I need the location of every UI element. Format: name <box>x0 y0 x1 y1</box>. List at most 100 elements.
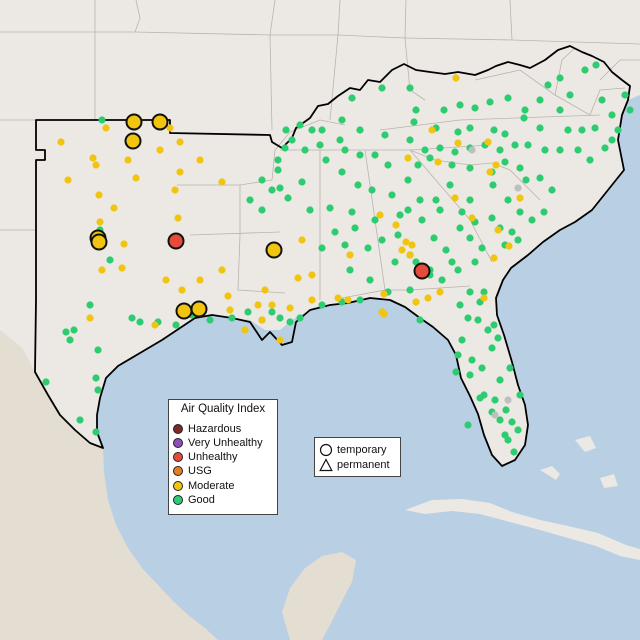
good-monitor-marker[interactable] <box>318 301 326 309</box>
moderate-monitor-marker[interactable] <box>492 161 500 169</box>
good-monitor-marker[interactable] <box>296 314 304 322</box>
good-monitor-marker[interactable] <box>92 428 100 436</box>
good-monitor-marker[interactable] <box>608 136 616 144</box>
good-monitor-marker[interactable] <box>436 206 444 214</box>
unhealthy-temporary-monitor-marker[interactable] <box>167 232 185 250</box>
good-monitor-marker[interactable] <box>172 321 180 329</box>
good-monitor-marker[interactable] <box>432 196 440 204</box>
good-monitor-marker[interactable] <box>621 91 629 99</box>
good-monitor-marker[interactable] <box>354 181 362 189</box>
good-monitor-marker[interactable] <box>484 326 492 334</box>
moderate-monitor-marker[interactable] <box>89 154 97 162</box>
moderate-monitor-marker[interactable] <box>308 271 316 279</box>
good-monitor-marker[interactable] <box>566 91 574 99</box>
unhealthy-temporary-monitor-marker[interactable] <box>413 262 431 280</box>
moderate-monitor-marker[interactable] <box>151 321 159 329</box>
moderate-monitor-marker[interactable] <box>96 218 104 226</box>
good-monitor-marker[interactable] <box>458 336 466 344</box>
moderate-monitor-marker[interactable] <box>505 242 513 250</box>
good-monitor-marker[interactable] <box>378 84 386 92</box>
moderate-monitor-marker[interactable] <box>490 254 498 262</box>
moderate-temporary-monitor-marker[interactable] <box>125 113 143 131</box>
good-monitor-marker[interactable] <box>356 151 364 159</box>
good-monitor-marker[interactable] <box>336 136 344 144</box>
good-monitor-marker[interactable] <box>574 146 582 154</box>
moderate-monitor-marker[interactable] <box>436 288 444 296</box>
good-monitor-marker[interactable] <box>556 146 564 154</box>
moderate-monitor-marker[interactable] <box>346 251 354 259</box>
moderate-monitor-marker[interactable] <box>241 326 249 334</box>
good-monitor-marker[interactable] <box>430 234 438 242</box>
moderate-monitor-marker[interactable] <box>268 301 276 309</box>
good-monitor-marker[interactable] <box>106 256 114 264</box>
good-monitor-marker[interactable] <box>412 106 420 114</box>
good-monitor-marker[interactable] <box>414 161 422 169</box>
good-monitor-marker[interactable] <box>318 126 326 134</box>
good-monitor-marker[interactable] <box>601 144 609 152</box>
good-monitor-marker[interactable] <box>494 334 502 342</box>
good-monitor-marker[interactable] <box>346 266 354 274</box>
moderate-monitor-marker[interactable] <box>402 238 410 246</box>
good-monitor-marker[interactable] <box>76 416 84 424</box>
good-monitor-marker[interactable] <box>474 316 482 324</box>
good-monitor-marker[interactable] <box>318 244 326 252</box>
good-monitor-marker[interactable] <box>466 124 474 132</box>
good-monitor-marker[interactable] <box>456 301 464 309</box>
inactive-monitor-marker[interactable] <box>468 146 476 154</box>
good-monitor-marker[interactable] <box>421 146 429 154</box>
moderate-monitor-marker[interactable] <box>118 264 126 272</box>
moderate-monitor-marker[interactable] <box>166 124 174 132</box>
good-monitor-marker[interactable] <box>626 106 634 114</box>
good-monitor-marker[interactable] <box>478 364 486 372</box>
moderate-temporary-monitor-marker[interactable] <box>90 233 108 251</box>
moderate-monitor-marker[interactable] <box>298 236 306 244</box>
good-monitor-marker[interactable] <box>296 121 304 129</box>
good-monitor-marker[interactable] <box>351 224 359 232</box>
inactive-monitor-marker[interactable] <box>491 411 499 419</box>
good-monitor-marker[interactable] <box>418 216 426 224</box>
good-monitor-marker[interactable] <box>501 431 509 439</box>
moderate-monitor-marker[interactable] <box>452 74 460 82</box>
good-monitor-marker[interactable] <box>501 158 509 166</box>
good-monitor-marker[interactable] <box>454 266 462 274</box>
good-monitor-marker[interactable] <box>364 244 372 252</box>
good-monitor-marker[interactable] <box>442 246 450 254</box>
good-monitor-marker[interactable] <box>42 378 50 386</box>
moderate-monitor-marker[interactable] <box>412 298 420 306</box>
good-monitor-marker[interactable] <box>514 236 522 244</box>
good-monitor-marker[interactable] <box>516 391 524 399</box>
moderate-monitor-marker[interactable] <box>451 194 459 202</box>
moderate-monitor-marker[interactable] <box>110 204 118 212</box>
good-monitor-marker[interactable] <box>608 111 616 119</box>
good-monitor-marker[interactable] <box>496 146 504 154</box>
good-monitor-marker[interactable] <box>281 144 289 152</box>
good-monitor-marker[interactable] <box>501 130 509 138</box>
good-monitor-marker[interactable] <box>456 224 464 232</box>
good-monitor-marker[interactable] <box>524 141 532 149</box>
good-monitor-marker[interactable] <box>598 96 606 104</box>
good-monitor-marker[interactable] <box>288 136 296 144</box>
good-monitor-marker[interactable] <box>496 376 504 384</box>
good-monitor-marker[interactable] <box>416 196 424 204</box>
moderate-monitor-marker[interactable] <box>276 336 284 344</box>
good-monitor-marker[interactable] <box>471 104 479 112</box>
moderate-monitor-marker[interactable] <box>428 126 436 134</box>
good-monitor-marker[interactable] <box>70 326 78 334</box>
good-monitor-marker[interactable] <box>338 116 346 124</box>
good-monitor-marker[interactable] <box>466 288 474 296</box>
moderate-monitor-marker[interactable] <box>308 296 316 304</box>
good-monitor-marker[interactable] <box>258 176 266 184</box>
good-monitor-marker[interactable] <box>466 234 474 242</box>
moderate-monitor-marker[interactable] <box>376 211 384 219</box>
moderate-monitor-marker[interactable] <box>226 306 234 314</box>
good-monitor-marker[interactable] <box>284 194 292 202</box>
good-monitor-marker[interactable] <box>348 94 356 102</box>
moderate-monitor-marker[interactable] <box>408 241 416 249</box>
good-monitor-marker[interactable] <box>521 106 529 114</box>
good-monitor-marker[interactable] <box>86 301 94 309</box>
good-monitor-marker[interactable] <box>464 421 472 429</box>
good-monitor-marker[interactable] <box>486 98 494 106</box>
moderate-monitor-marker[interactable] <box>64 176 72 184</box>
good-monitor-marker[interactable] <box>228 314 236 322</box>
